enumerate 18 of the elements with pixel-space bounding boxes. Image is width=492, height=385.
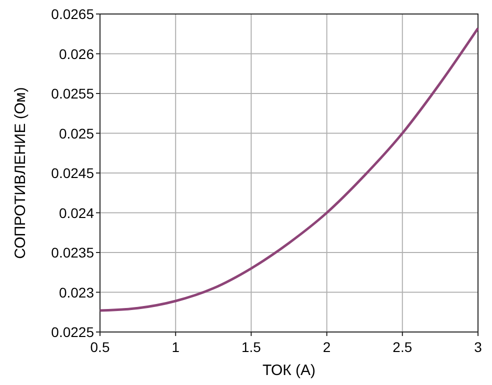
y-tick-label: 0.0255 [51,86,94,102]
y-axis-title: СОПРОТИВЛЕНИЕ (Ом) [12,87,29,259]
y-tick-label: 0.026 [58,46,94,62]
y-tick-label: 0.024 [58,204,94,221]
line-series [98,27,480,312]
y-tick-label: 0.023 [58,284,94,300]
y-tick-label: 0.025 [58,125,94,142]
x-tick-label: 3 [474,339,482,355]
x-tick-label: 0.5 [90,339,110,355]
x-tick-label: 2 [322,339,331,355]
x-tick-label: 2.5 [392,339,412,355]
y-tick-label: 0.0265 [51,6,94,22]
x-axis-title: ТОК (А) [262,362,316,379]
y-tick-label: 0.0225 [51,324,94,340]
y-tick-label: 0.0235 [51,244,94,260]
x-tick-label: 1.5 [241,339,262,355]
y-tick-label: 0.0245 [51,165,94,181]
x-tick-label: 1 [172,339,180,355]
